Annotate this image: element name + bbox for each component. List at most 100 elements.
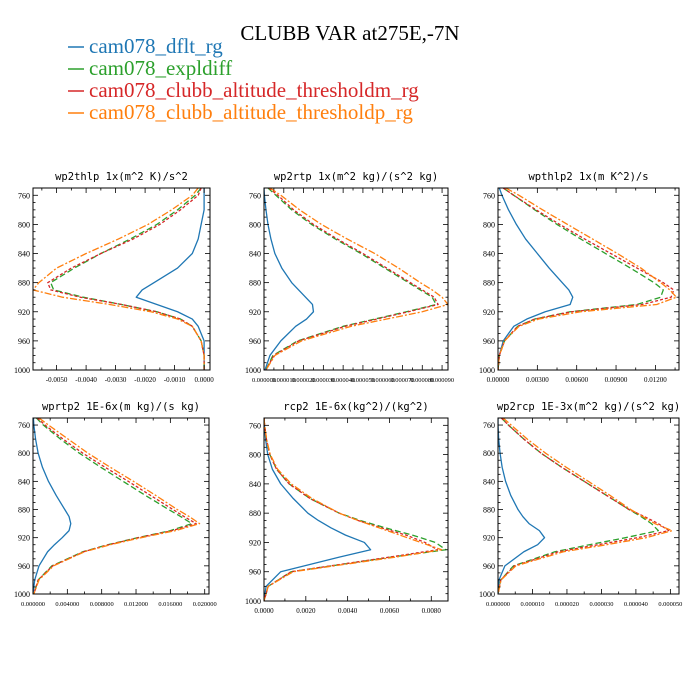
legend-label: cam078_expldiff bbox=[89, 56, 232, 80]
y-tick-label: 880 bbox=[249, 509, 261, 518]
series-line-3 bbox=[265, 188, 439, 370]
y-tick-label: 840 bbox=[18, 477, 30, 486]
y-tick-label: 1000 bbox=[245, 366, 261, 375]
x-tick-label: 0.000000 bbox=[486, 601, 510, 608]
series-group bbox=[264, 418, 447, 601]
y-tick-label: 800 bbox=[18, 220, 30, 229]
x-tick-label: 0.01200 bbox=[644, 376, 667, 384]
panel-title: wp2rcp 1E-3x(m^2 kg)/(s^2 kg) bbox=[497, 401, 680, 413]
x-tick-label: 0.000010 bbox=[520, 601, 544, 608]
panel-grid: wp2thlp 1x(m^2 K)/s^2 760 800 840 880 920 960 1… bbox=[14, 171, 682, 615]
y-tick-label: 880 bbox=[18, 279, 30, 288]
x-tick-label: 0.00300 bbox=[526, 376, 549, 384]
x-tick-label: 0.000050 bbox=[351, 377, 375, 384]
y-tick-label: 920 bbox=[483, 534, 495, 543]
panel-4: wprtp2 1E-6x(m kg)/(s kg) 760 800 840 880 920… bbox=[14, 401, 217, 608]
x-tick-label: 0.020000 bbox=[193, 601, 217, 608]
x-tick-label: -0.0020 bbox=[134, 376, 156, 384]
x-tick-label: 0.0000 bbox=[194, 376, 214, 384]
x-tick-label: 0.000020 bbox=[555, 601, 579, 608]
x-tick-label: 0.00900 bbox=[605, 376, 628, 384]
series-line-4 bbox=[33, 418, 201, 594]
series-line-2 bbox=[498, 418, 659, 594]
series-group bbox=[264, 188, 448, 370]
y-tick-label: 760 bbox=[249, 421, 261, 430]
series-line-2 bbox=[265, 188, 437, 370]
x-tick-label: 0.000000 bbox=[252, 377, 276, 384]
y-tick-label: 760 bbox=[18, 421, 30, 430]
series-line-4 bbox=[264, 418, 443, 601]
y-tick-label: 800 bbox=[483, 449, 495, 458]
legend-label: cam078_clubb_altitude_thresholdp_rg bbox=[89, 100, 413, 124]
y-tick-label: 880 bbox=[483, 506, 495, 515]
y-tick-label: 920 bbox=[18, 534, 30, 543]
y-tick-label: 920 bbox=[18, 308, 30, 317]
y-tick-label: 760 bbox=[483, 421, 495, 430]
series-line-4 bbox=[33, 188, 205, 370]
plot-frame bbox=[32, 417, 210, 595]
y-tick-label: 960 bbox=[18, 562, 30, 571]
x-tick-label: 0.000090 bbox=[430, 377, 454, 384]
x-tick-label: 0.000000 bbox=[21, 601, 45, 608]
y-tick-label: 1000 bbox=[479, 366, 495, 375]
x-tick-label: 0.0060 bbox=[380, 607, 400, 615]
y-tick-label: 800 bbox=[249, 220, 261, 229]
y-tick-label: 960 bbox=[249, 568, 261, 577]
y-tick-label: 840 bbox=[483, 250, 495, 259]
x-tick-label: 0.0020 bbox=[296, 607, 316, 615]
y-tick-label: 1000 bbox=[14, 590, 30, 599]
legend-label: cam078_dflt_rg bbox=[89, 34, 223, 58]
panel-title: wp2rtp 1x(m^2 kg)/(s^2 kg) bbox=[274, 171, 438, 183]
panel-3: wpthlp2 1x(m K^2)/s 760 800 840 880 920 960 100… bbox=[479, 171, 680, 384]
series-line-2 bbox=[498, 188, 664, 370]
x-tick-label: 0.012000 bbox=[124, 601, 148, 608]
series-line-3 bbox=[47, 188, 205, 370]
y-tick-label: 800 bbox=[483, 220, 495, 229]
series-line-3 bbox=[498, 188, 675, 370]
x-tick-label: 0.000050 bbox=[658, 601, 682, 608]
series-line-1 bbox=[264, 418, 372, 601]
x-tick-label: 0.0040 bbox=[338, 607, 358, 615]
series-line-3 bbox=[498, 418, 670, 594]
plot-frame bbox=[497, 187, 680, 371]
y-tick-label: 880 bbox=[18, 506, 30, 515]
y-tick-label: 840 bbox=[18, 250, 30, 259]
x-tick-label: 0.0000 bbox=[254, 607, 274, 615]
y-tick-label: 1000 bbox=[14, 366, 30, 375]
y-tick-label: 800 bbox=[18, 449, 30, 458]
x-tick-label: 0.008000 bbox=[90, 601, 114, 608]
y-tick-label: 840 bbox=[249, 480, 261, 489]
series-line-1 bbox=[33, 418, 72, 594]
y-tick-label: 840 bbox=[483, 477, 495, 486]
x-tick-label: 0.000030 bbox=[589, 601, 613, 608]
series-line-4 bbox=[498, 418, 673, 594]
x-tick-label: 0.000010 bbox=[272, 377, 296, 384]
x-tick-label: 0.000040 bbox=[331, 377, 355, 384]
series-line-3 bbox=[33, 418, 197, 594]
series-line-1 bbox=[498, 418, 546, 594]
y-tick-label: 920 bbox=[249, 538, 261, 547]
y-tick-label: 760 bbox=[18, 191, 30, 200]
x-tick-label: 0.000020 bbox=[292, 377, 316, 384]
series-line-4 bbox=[498, 188, 678, 370]
x-tick-label: 0.000030 bbox=[311, 377, 335, 384]
x-tick-label: 0.000040 bbox=[624, 601, 648, 608]
y-tick-label: 960 bbox=[483, 562, 495, 571]
series-group bbox=[33, 188, 205, 370]
y-tick-label: 1000 bbox=[479, 590, 495, 599]
y-tick-label: 960 bbox=[483, 337, 495, 346]
series-group bbox=[498, 188, 678, 370]
y-tick-label: 840 bbox=[249, 250, 261, 259]
y-tick-label: 960 bbox=[18, 337, 30, 346]
y-tick-label: 960 bbox=[249, 337, 261, 346]
panel-title: rcp2 1E-6x(kg^2)/(kg^2) bbox=[283, 401, 428, 413]
y-tick-label: 800 bbox=[249, 451, 261, 460]
y-tick-label: 880 bbox=[249, 279, 261, 288]
series-line-1 bbox=[498, 188, 574, 370]
plot-frame bbox=[497, 417, 680, 595]
panel-title: wprtp2 1E-6x(m kg)/(s kg) bbox=[42, 401, 200, 413]
panel-1: wp2thlp 1x(m^2 K)/s^2 760 800 840 880 920 960 1… bbox=[14, 171, 214, 384]
x-tick-label: 0.000070 bbox=[391, 377, 415, 384]
